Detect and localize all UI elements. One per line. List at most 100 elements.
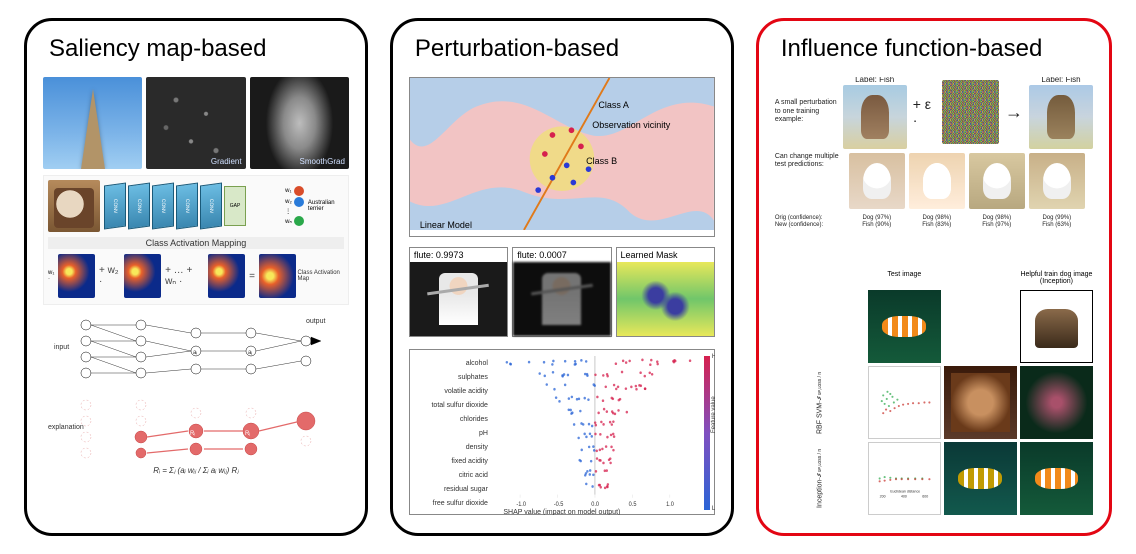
weight-label: wₙ [285, 218, 292, 225]
svg-text:-1.0: -1.0 [516, 502, 526, 508]
train-explain-text: A small perturbation to one training exa… [775, 99, 837, 124]
influence-title: Influence function-based [775, 35, 1093, 63]
col-head-test: Test image [868, 271, 941, 287]
influence-section: A small perturbation to one training exa… [775, 77, 1093, 515]
perturbation-title: Perturbation-based [409, 35, 715, 63]
weight-label: w₁ [285, 188, 291, 194]
shap-cbar-low: Low [712, 506, 715, 512]
conf-headers: Orig (confidence): New (confidence): [775, 215, 845, 228]
shap-feature: density [414, 444, 488, 451]
svg-text:Euclidean distance: Euclidean distance [890, 490, 920, 494]
conv-layer: CONV [200, 183, 222, 230]
learned-mask-caption: Learned Mask [617, 248, 714, 262]
perturbation-panel: Perturbation-based Class A Observation v… [390, 18, 734, 536]
inception-train-image-1 [944, 442, 1017, 515]
conv-chain: CONV CONV CONV CONV CONV GAP [104, 184, 281, 228]
conf-cell: Dog (98%)Fish (83%) [909, 215, 965, 228]
lrp-input-label: input [54, 344, 69, 351]
inception-train-image-2 [1020, 442, 1093, 515]
cam-term: + w₂ · [97, 265, 123, 287]
svg-text:Rᵢ: Rᵢ [190, 431, 195, 437]
flute-orig-caption: flute: 0.9973 [410, 248, 507, 262]
cam-bottom-row: w₁ · + w₂ · + … + wₙ · = Class Activatio… [48, 253, 344, 300]
weight-dot [294, 186, 304, 196]
shap-block: alcohol sulphates volatile acidity total… [409, 349, 715, 515]
shap-feature: pH [414, 430, 488, 437]
arrow-icon: → [1005, 102, 1023, 123]
shap-cbar-high: High [712, 354, 715, 360]
test-explain-text: Can change multiple test predictions: [775, 153, 845, 170]
svg-text:200: 200 [879, 495, 885, 499]
shap-feature: citric acid [414, 472, 488, 479]
dog-image [969, 153, 1025, 209]
noise-image [942, 80, 999, 144]
lrp-formula: Rᵢ = Σⱼ (aᵢ wᵢⱼ / Σᵢ aᵢ wᵢⱼ) Rⱼ [43, 466, 349, 475]
lime-svg [410, 78, 714, 230]
col-head-blank [944, 271, 1017, 287]
svg-text:Rⱼ: Rⱼ [245, 431, 250, 437]
cam-heatmap [208, 254, 245, 298]
shap-colorbar: High Low Feature value [704, 356, 710, 510]
cam-weights: w₁ w₂ ⋮ wₙ [285, 186, 304, 226]
flute-masked-caption: flute: 0.0007 [513, 248, 610, 262]
shap-beeswarm: -1.0 -0.5 0.0 0.5 1.0 [492, 356, 698, 510]
gradient-label: Gradient [211, 157, 242, 166]
smoothgrad-label: SmoothGrad [300, 157, 345, 166]
conv-layer: CONV [128, 183, 150, 230]
epsilon-text: + ε · [913, 96, 937, 128]
cam-term: + … + wₙ · [163, 265, 206, 287]
test-clownfish-image [868, 290, 941, 363]
svg-text:0.0: 0.0 [591, 502, 599, 508]
label-fish: Label: Fish [1041, 77, 1080, 84]
influence-dog-row: Can change multiple test predictions: [775, 153, 1093, 209]
mask-row: flute: 0.9973 flute: 0.0007 Learned Mask [409, 247, 715, 337]
shap-feature-labels: alcohol sulphates volatile acidity total… [414, 356, 492, 510]
weight-dot [294, 197, 304, 207]
fish-train-image [843, 85, 907, 149]
shap-feature: chlorides [414, 416, 488, 423]
saliency-section: Gradient SmoothGrad CONV CONV CONV CONV … [43, 77, 349, 515]
classB-label: Class B [586, 156, 617, 166]
influence-equation-row: A small perturbation to one training exa… [775, 77, 1093, 147]
dog-image [909, 153, 965, 209]
dog-image [1029, 153, 1085, 209]
cam-top-row: CONV CONV CONV CONV CONV GAP w₁ w₂ ⋮ wₙ … [48, 180, 344, 233]
influence-bottom-grid: Test image Helpful train dog image (Ince… [775, 271, 1093, 515]
row-label-rbf: RBF SVM −𝓘 ᴜᴘ,ʟᴏss / n [775, 366, 865, 439]
cam-term: w₁ · [48, 270, 56, 282]
influence-top: A small perturbation to one training exa… [775, 77, 1093, 257]
influence-panel: Influence function-based A small perturb… [756, 18, 1112, 536]
shap-xaxis-label: SHAP value (impact on model output) [410, 509, 714, 515]
saliency-thumb-row: Gradient SmoothGrad [43, 77, 349, 169]
flute-masked-image [513, 262, 610, 336]
svg-text:aᵢ: aᵢ [193, 350, 197, 356]
flute-orig-image [410, 262, 507, 336]
shap-feature: total sulfur dioxide [414, 402, 488, 409]
obelisk-image [43, 77, 142, 169]
conf-cell: Dog (97%)Fish (90%) [849, 215, 905, 228]
svg-text:0.5: 0.5 [629, 502, 637, 508]
lime-plot: Class A Observation vicinity Class B Lin… [409, 77, 715, 237]
svg-text:-0.5: -0.5 [554, 502, 564, 508]
linear-label: Linear Model [420, 220, 472, 230]
obs-label: Observation vicinity [592, 120, 670, 130]
shap-feature: free sulfur dioxide [414, 500, 488, 507]
rbf-train-image-1 [944, 366, 1017, 439]
conf-cell: Dog (98%)Fish (97%) [969, 215, 1025, 228]
cam-output-label: Australian terrier [308, 200, 344, 213]
lrp-network-svg: input output explanation [43, 311, 349, 461]
smoothgrad-map-image: SmoothGrad [250, 77, 349, 169]
conv-layer: CONV [176, 183, 198, 230]
svg-text:aⱼ: aⱼ [248, 350, 252, 356]
cam-heatmap [124, 254, 161, 298]
cam-result-heatmap [259, 254, 296, 298]
gap-node: GAP [224, 186, 246, 226]
classA-label: Class A [598, 100, 629, 110]
rbf-train-image-2 [1020, 366, 1093, 439]
lrp-output-label: output [306, 318, 326, 325]
cam-term: = [247, 271, 257, 282]
saliency-panel: Saliency map-based Gradient SmoothGrad C… [24, 18, 368, 536]
inception-scatter: 200400600 Euclidean distance [868, 442, 941, 515]
lrp-block: input output explanation [43, 311, 349, 461]
helpful-terrier-image [1020, 290, 1093, 363]
